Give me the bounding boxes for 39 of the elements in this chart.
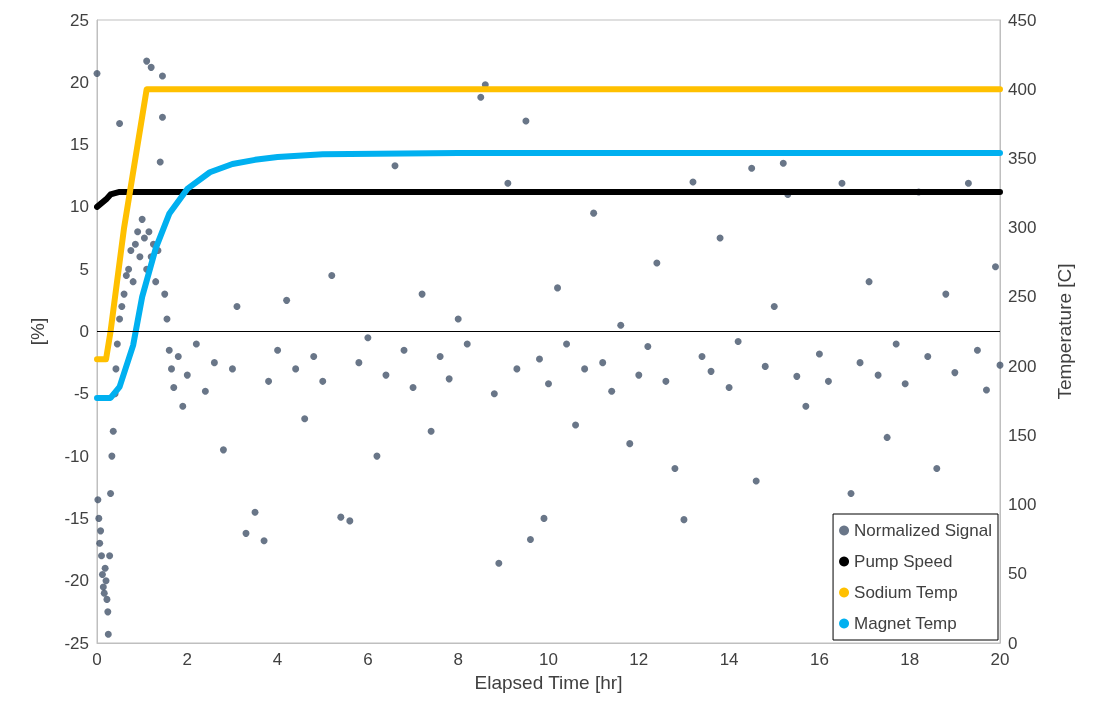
y2-tick-label: 150 [1008, 425, 1037, 445]
x-tick-label: 0 [92, 650, 102, 669]
y2-tick-label: 0 [1008, 633, 1018, 653]
y2-axis-title: Temperature [C] [1054, 263, 1075, 400]
y-tick-label: -20 [64, 571, 89, 591]
legend-label: Sodium Temp [854, 583, 958, 602]
x-tick-label: 4 [272, 650, 283, 669]
legend-label: Pump Speed [854, 552, 953, 571]
y2-tick-label: 200 [1008, 356, 1037, 376]
y-tick-label: 20 [70, 72, 89, 92]
x-tick-label: 6 [363, 650, 373, 669]
y2-tick-label: 350 [1008, 148, 1037, 168]
x-tick-label: 14 [719, 650, 739, 669]
x-tick-label: 2 [182, 650, 193, 669]
y-tick-label: 10 [70, 197, 89, 217]
y2-tick-label: 400 [1008, 79, 1037, 99]
y-axis-title: [%] [27, 317, 48, 346]
y2-tick-label: 100 [1008, 495, 1037, 515]
y-tick-label: 0 [79, 322, 89, 341]
y-tick-label: -5 [73, 384, 89, 404]
legend-label: Normalized Signal [854, 521, 992, 540]
y2-tick-label: 50 [1008, 564, 1027, 584]
y2-tick-label: 450 [1008, 10, 1037, 30]
x-tick-label: 18 [900, 650, 920, 669]
y-tick-label: 15 [70, 135, 89, 155]
y-tick-label: 5 [79, 259, 89, 279]
y-tick-label: -25 [64, 633, 89, 653]
y-tick-label: -15 [64, 508, 89, 528]
x-axis-title: Elapsed Time [hr] [474, 672, 623, 693]
x-tick-label: 10 [539, 650, 558, 669]
x-tick-label: 20 [990, 650, 1010, 669]
legend-label: Magnet Temp [854, 614, 957, 633]
y2-tick-label: 300 [1008, 218, 1037, 238]
x-tick-label: 12 [629, 650, 649, 669]
x-tick-label: 8 [453, 650, 463, 669]
x-tick-label: 16 [809, 650, 829, 669]
y-tick-label: -10 [64, 446, 89, 466]
y2-tick-label: 250 [1008, 287, 1037, 307]
y-tick-label: 25 [70, 10, 89, 30]
